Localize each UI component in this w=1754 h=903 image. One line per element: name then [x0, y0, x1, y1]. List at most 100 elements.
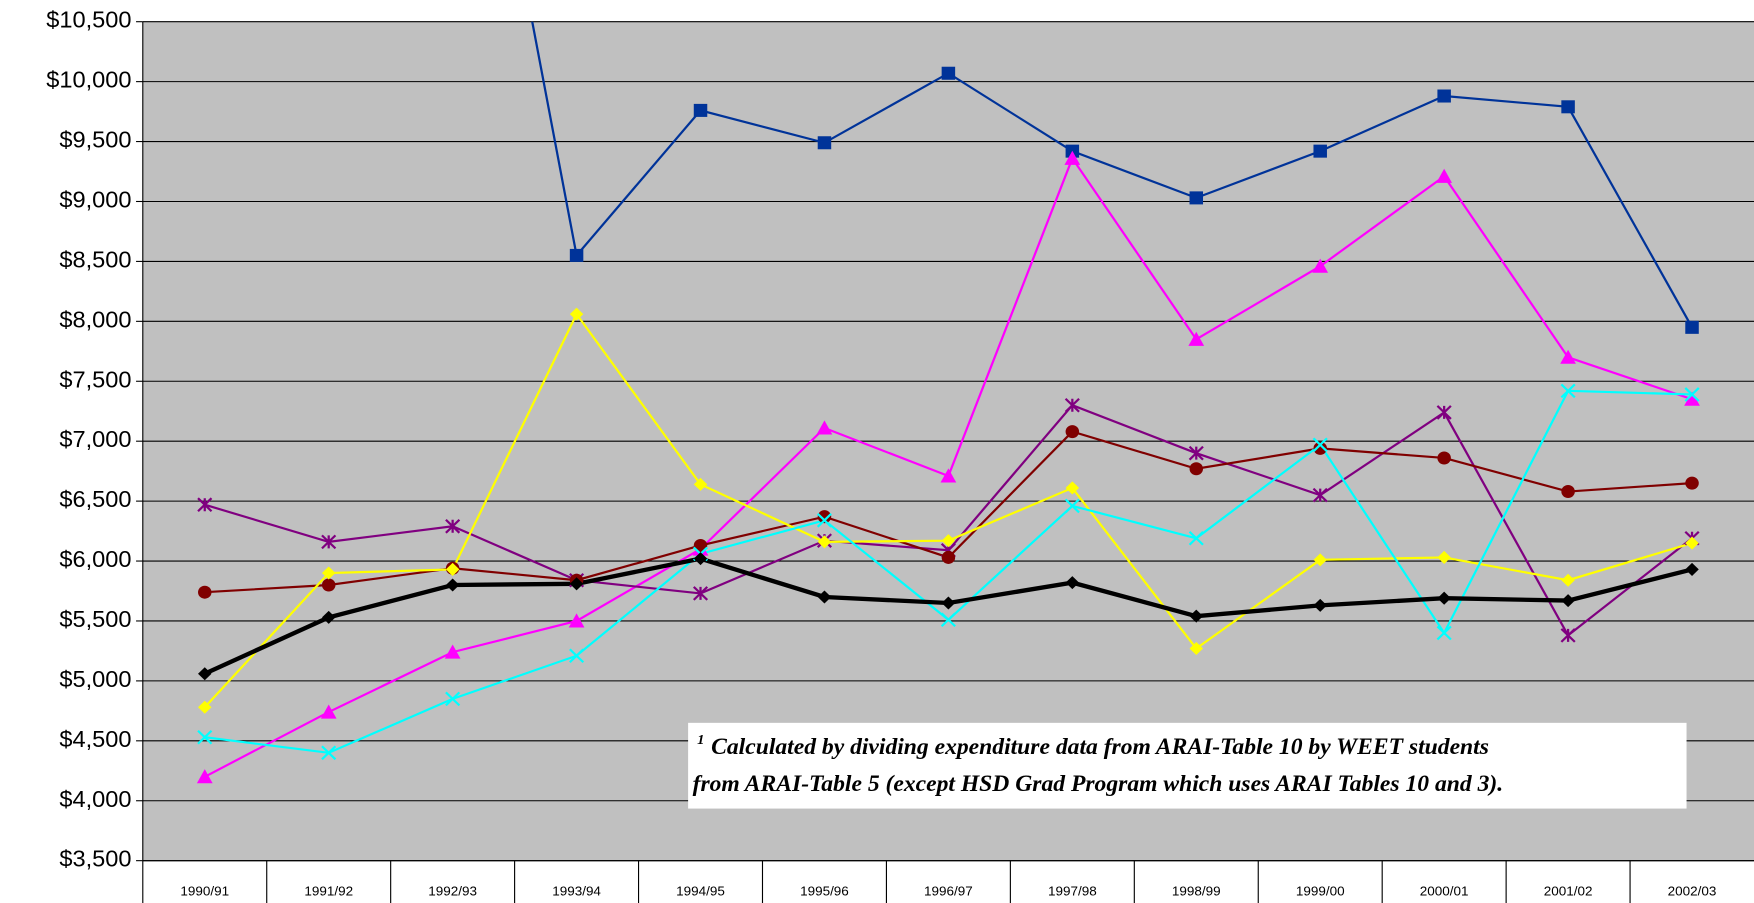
y-tick-label: $3,500 [59, 846, 131, 872]
marker [1561, 485, 1575, 499]
marker [1561, 594, 1575, 608]
x-tick-label: 1999/00 [1296, 884, 1345, 899]
x-tick-label: 1996/97 [924, 884, 973, 899]
series-marks [196, 66, 1700, 784]
marker [1065, 576, 1080, 590]
marker [197, 729, 213, 745]
marker [1437, 591, 1451, 605]
marker [197, 497, 213, 512]
marker [569, 248, 584, 262]
marker [1189, 462, 1204, 476]
marker [1560, 349, 1576, 364]
y-tick-label: $10,000 [46, 67, 131, 93]
x-tick-label: 1992/93 [428, 884, 477, 899]
marker [1685, 320, 1699, 334]
marker [569, 648, 585, 664]
y-tick-label: $8,000 [59, 307, 131, 333]
y-tick-label: $7,000 [59, 427, 131, 453]
marker [1437, 550, 1451, 564]
marker [816, 513, 832, 528]
marker [321, 534, 337, 550]
marker [445, 519, 461, 534]
axes: $3,500 $4,000 $4,500 $5,000 $5,500 $6,000 $6,5… [46, 7, 1754, 903]
marker [1437, 451, 1451, 465]
y-tick-label: $4,000 [59, 786, 131, 812]
marker [1560, 383, 1576, 399]
grid [142, 21, 1754, 862]
marker [1312, 487, 1328, 503]
marker [1437, 89, 1451, 103]
marker [693, 103, 708, 117]
marker [941, 66, 956, 80]
marker [1064, 150, 1081, 165]
marker [1064, 498, 1080, 514]
marker [320, 704, 337, 719]
marker [941, 550, 956, 564]
marker [816, 420, 833, 435]
marker [196, 769, 213, 784]
marker [445, 691, 461, 707]
marker [817, 510, 832, 524]
y-tick-label: $6,000 [59, 546, 131, 572]
marker [692, 586, 709, 601]
y-tick-label: $4,500 [59, 726, 131, 752]
marker [1313, 144, 1327, 158]
y-tick-label: $8,500 [59, 247, 131, 273]
x-tick-label: 1991/92 [304, 884, 353, 899]
x-tick-label: 1994/95 [676, 884, 725, 899]
marker [1065, 425, 1080, 439]
marker [693, 538, 708, 552]
marker [940, 612, 956, 628]
annotation-box [688, 722, 1687, 809]
x-tick-label: 2000/01 [1420, 884, 1469, 899]
y-tick-label: $10,500 [46, 7, 131, 33]
marker [1189, 609, 1204, 623]
marker [817, 136, 832, 150]
marker [1064, 397, 1080, 413]
marker [321, 745, 337, 761]
marker [321, 578, 336, 592]
marker [444, 644, 461, 659]
marker [198, 667, 212, 681]
marker [1188, 331, 1205, 346]
marker [1189, 191, 1204, 205]
marker [1312, 437, 1328, 453]
marker [1684, 391, 1700, 406]
marker [1065, 481, 1080, 495]
marker [198, 585, 212, 599]
x-tick-label: 1995/96 [800, 884, 849, 899]
marker [1313, 441, 1327, 455]
y-tick-label: $9,500 [59, 127, 131, 153]
annotation-line: from ARAI-Table 5 (except HSD Grad Progr… [693, 771, 1504, 797]
marker [1560, 628, 1576, 643]
marker [1189, 642, 1204, 656]
marker [568, 613, 585, 628]
y-tick-label: $7,500 [59, 367, 131, 393]
marker [1188, 530, 1204, 546]
x-tick-label: 1990/91 [180, 884, 229, 899]
y-tick-label: $6,500 [59, 487, 131, 513]
annotation-text: Calculated by dividing expenditure data … [711, 734, 1489, 760]
marker [198, 700, 212, 714]
marker [1685, 476, 1699, 490]
x-tick-label: 2002/03 [1668, 884, 1717, 899]
annotation-line: 1 Calculated by dividing expenditure data… [697, 733, 1489, 760]
y-tick-label: $5,000 [59, 666, 131, 692]
marker [1436, 405, 1452, 420]
marker [940, 468, 957, 483]
marker [569, 307, 584, 321]
marker [1684, 387, 1700, 402]
x-tick-label: 1998/99 [1172, 884, 1221, 899]
marker [1561, 100, 1575, 114]
x-tick-label: 1993/94 [552, 884, 601, 899]
marker [1188, 445, 1204, 461]
y-tick-label: $5,500 [59, 606, 131, 632]
marker [1436, 168, 1453, 183]
y-tick-label: $9,000 [59, 187, 131, 213]
marker [569, 577, 584, 591]
annotation-marker: 1 [697, 733, 704, 749]
annotation: 1 Calculated by dividing expenditure data… [688, 722, 1687, 809]
x-tick-label: 2001/02 [1544, 884, 1593, 899]
